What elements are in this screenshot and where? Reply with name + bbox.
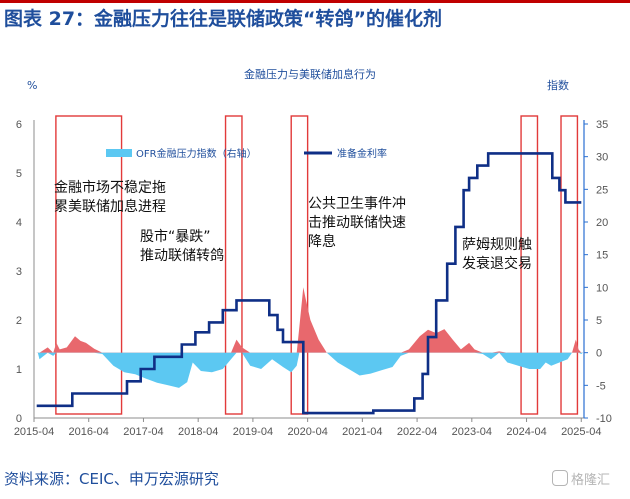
y-right-tick-label: -5 (596, 380, 606, 392)
chart: 0 1 2 3 4 5 6 -10 -5 0 5 10 15 20 25 30 35 2015-04 2016-04… (14, 67, 612, 438)
y-left-tick-label: 0 (16, 413, 22, 425)
annotation-1: 股市“暴跌” 推动联储转鸽 (140, 228, 224, 264)
watermark-text: 格隆汇 (571, 473, 611, 488)
shaded-period-1 (224, 115, 243, 415)
y-right-tick-label: 10 (596, 282, 608, 294)
annotation-line: 股市“暴跌” (140, 228, 211, 245)
annotation-0: 金融市场不稳定拖累美联储加息进程 (54, 179, 166, 215)
y-right-unit: 指数 (547, 78, 569, 92)
fed-rate-path (36, 152, 582, 415)
fed-rate-line (36, 152, 582, 415)
annotation-line: 金融市场不稳定拖 (54, 179, 166, 196)
shaded-period-2 (290, 115, 309, 415)
watermark: 格隆汇 (552, 470, 610, 492)
annotation-line: 发衰退交易 (462, 255, 532, 272)
y-right-tick-label: 15 (596, 250, 608, 262)
y-right-tick-label: 5 (596, 315, 602, 327)
x-tick-label: 2016-04 (69, 426, 109, 438)
y-right-tick-label: 0 (596, 348, 602, 360)
chart-title: 金融压力与美联储加息行为 (244, 67, 376, 81)
watermark-logo-icon (552, 470, 568, 486)
annotation-2: 公共卫生事件冲击推动联储快速降息 (308, 196, 406, 250)
legend-swatch-ofr (106, 149, 132, 157)
legend: OFR金融压力指数（右轴） 准备金利率 (106, 147, 387, 160)
y-right-tick-label: 35 (596, 119, 608, 131)
x-tick-label: 2023-04 (452, 426, 492, 438)
annotation-line: 击推动联储快速 (308, 215, 406, 231)
annotation-line: 累美联储加息进程 (54, 198, 166, 215)
y-left-tick-label: 6 (16, 119, 22, 131)
x-tick-label: 2020-04 (287, 426, 327, 438)
y-left-tick-label: 3 (16, 266, 22, 278)
x-tick-label: 2024-04 (506, 426, 546, 438)
figure-title: 图表 27：金融压力往往是联储政策“转鸽”的催化剂 (4, 8, 443, 30)
legend-label-fed-rate: 准备金利率 (337, 147, 387, 160)
shaded-period-3 (520, 115, 539, 415)
shaded-period-0 (55, 115, 123, 415)
y-right-tick-label: 20 (596, 217, 608, 229)
x-tick-label: 2021-04 (342, 426, 382, 438)
x-tick-label: 2022-04 (397, 426, 437, 438)
y-left-tick-label: 5 (16, 168, 22, 180)
y-right-tick-label: 30 (596, 152, 608, 164)
annotation-line: 萨姆规则触 (462, 237, 532, 253)
y-left-tick-label: 2 (16, 315, 22, 327)
ofr-area (36, 287, 583, 388)
y-left-tick-label: 1 (16, 364, 22, 376)
annotation-line: 推动联储转鸽 (140, 247, 224, 264)
x-tick-label: 2015-04 (14, 426, 54, 438)
y-left-unit: % (27, 79, 37, 92)
x-tick-label: 2025-04 (561, 426, 601, 438)
top-rule (0, 0, 630, 3)
x-tick-label: 2018-04 (178, 426, 218, 438)
axes: 0 1 2 3 4 5 6 -10 -5 0 5 10 15 20 25 30 35 2015-04 2016-04… (14, 119, 612, 438)
x-tick-label: 2017-04 (123, 426, 163, 438)
ofr-area-positive (36, 287, 583, 353)
y-right-tick-label: -10 (596, 413, 612, 425)
annotation-line: 公共卫生事件冲 (308, 196, 406, 212)
figure-source: 资料来源：CEIC、申万宏源研究 (4, 470, 219, 488)
shaded-period-4 (560, 115, 579, 415)
legend-label-ofr: OFR金融压力指数（右轴） (136, 147, 257, 160)
y-left-tick-label: 4 (16, 217, 22, 229)
shaded-periods (55, 115, 579, 415)
ofr-area-negative (36, 352, 583, 388)
x-tick-label: 2019-04 (233, 426, 273, 438)
annotation-line: 降息 (308, 233, 336, 250)
y-right-tick-label: 25 (596, 184, 608, 196)
annotation-3: 萨姆规则触发衰退交易 (462, 237, 532, 272)
